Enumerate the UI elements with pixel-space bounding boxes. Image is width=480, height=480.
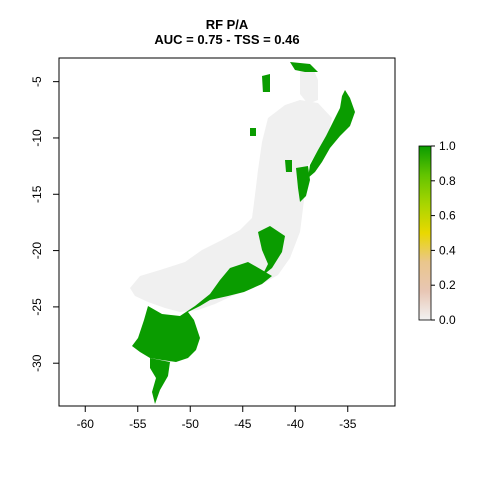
x-tick-label: -60 (77, 417, 95, 431)
x-tick-label: -55 (129, 417, 147, 431)
map-title: RF P/A (205, 17, 249, 32)
y-tick-label: -5 (30, 76, 44, 87)
y-tick-label: -20 (30, 242, 44, 260)
map-subtitle: AUC = 0.75 - TSS = 0.46 (154, 32, 300, 47)
x-tick-label: -50 (182, 417, 200, 431)
legend-tick-label: 0.8 (439, 174, 456, 188)
y-tick-label: -10 (30, 129, 44, 147)
plot-frame (58, 57, 396, 407)
legend-tick-label: 0.6 (439, 209, 456, 223)
legend: 0.0 0.2 0.4 0.6 0.8 1.0 (418, 139, 456, 327)
x-tick-label: -35 (339, 417, 357, 431)
x-tick-label: -45 (234, 417, 252, 431)
legend-tick-label: 1.0 (439, 139, 456, 153)
legend-colorbar (418, 145, 432, 321)
y-tick-label: -25 (30, 298, 44, 316)
legend-tick-label: 0.4 (439, 243, 456, 257)
legend-tick-label: 0.2 (439, 278, 456, 292)
y-tick-label: -15 (30, 185, 44, 203)
y-tick-label: -30 (30, 354, 44, 372)
axes: -60 -55 -50 -45 -40 -35 -5 -10 -15 -20 -25 -30 (30, 57, 396, 431)
presence-region (132, 62, 355, 404)
x-tick-label: -40 (287, 417, 305, 431)
legend-tick-label: 0.0 (439, 313, 456, 327)
legend-ticks: 0.0 0.2 0.4 0.6 0.8 1.0 (431, 139, 456, 327)
